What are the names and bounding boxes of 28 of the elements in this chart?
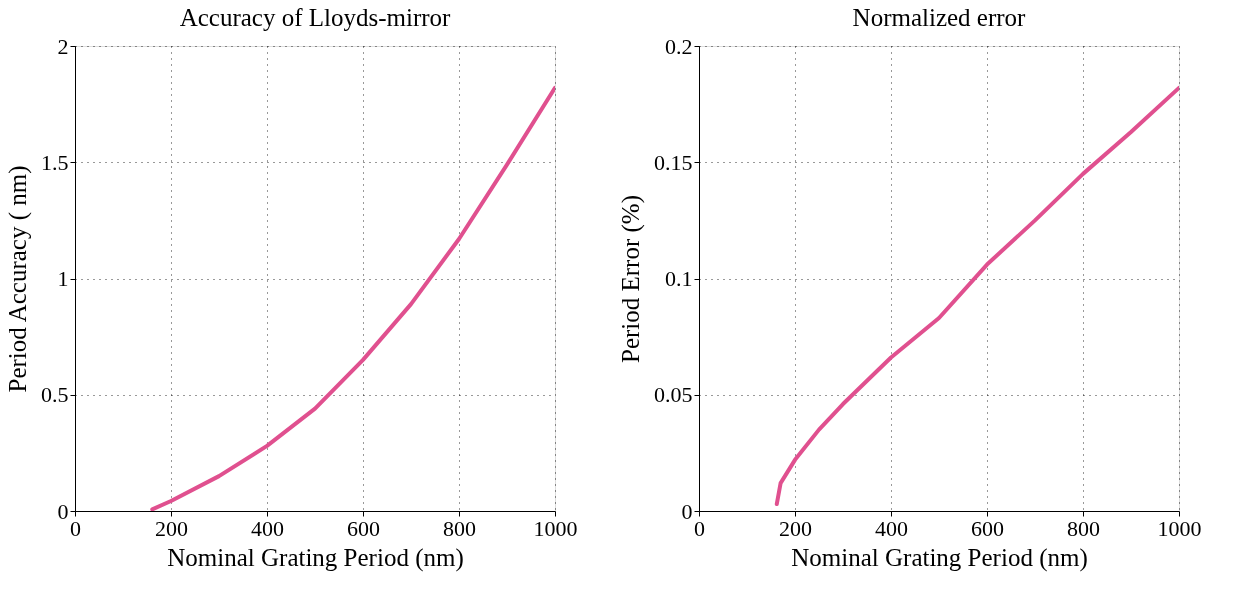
y-tick-label: 0.2	[665, 33, 693, 59]
x-tick-label: 200	[155, 515, 188, 541]
x-tick-label: 200	[779, 515, 812, 541]
y-tick-label: 0.1	[665, 266, 693, 291]
x-axis-title: Nominal Grating Period (nm)	[791, 543, 1088, 572]
y-axis-title: Period Error (%)	[617, 195, 645, 363]
line-series	[150, 85, 555, 511]
y-tick-label: 1	[57, 266, 69, 291]
chart-title: Accuracy of Lloyds-mirror	[179, 4, 452, 31]
x-tick-label: 800	[443, 515, 476, 541]
x-axis-title: Nominal Grating Period (nm)	[167, 543, 464, 572]
x-tick-label: 1000	[1157, 515, 1202, 541]
x-tick-label: 600	[347, 515, 380, 541]
y-tick-label: 0.15	[654, 149, 693, 175]
chart-title: Normalized error	[852, 4, 1027, 31]
y-axis-title: Period Accuracy ( nm)	[4, 165, 32, 393]
y-tick-label: 0.5	[41, 382, 69, 408]
y-tick-label: 0	[681, 498, 693, 524]
x-tick-label: 400	[251, 515, 284, 541]
x-tick-label: 600	[971, 515, 1004, 541]
x-tick-label: 400	[875, 515, 908, 541]
y-tick-label: 2	[57, 33, 69, 59]
x-tick-label: 800	[1067, 515, 1100, 541]
y-tick-label: 0.05	[654, 382, 693, 408]
y-tick-label: 1.5	[41, 149, 69, 175]
x-tick-label: 1000	[533, 515, 578, 541]
y-tick-label: 0	[57, 498, 69, 524]
line-series	[774, 85, 1179, 507]
